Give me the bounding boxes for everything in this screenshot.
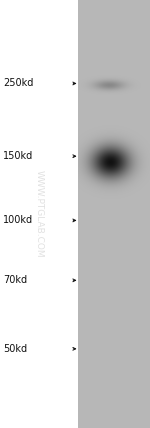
Text: 70kd: 70kd [3,275,27,285]
Text: 50kd: 50kd [3,344,27,354]
Text: 250kd: 250kd [3,78,33,89]
Text: 150kd: 150kd [3,151,33,161]
Text: 100kd: 100kd [3,215,33,226]
Text: WWW.PTGLAB.COM: WWW.PTGLAB.COM [34,170,43,258]
